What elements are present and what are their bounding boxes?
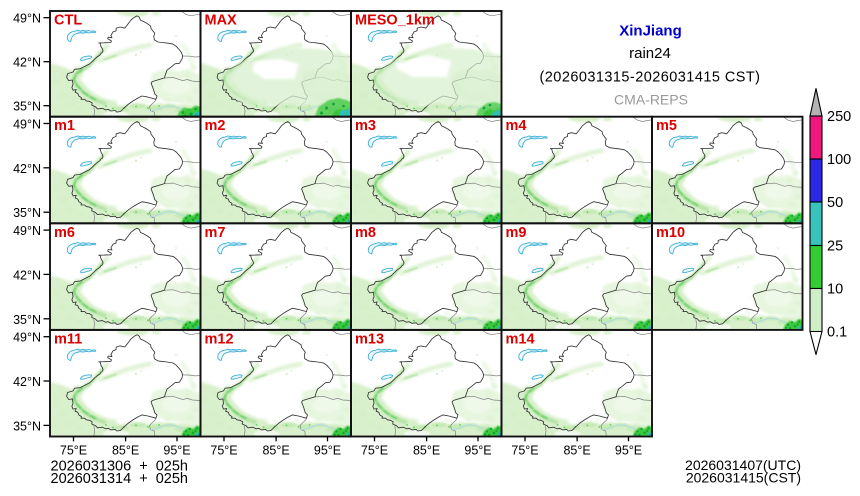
svg-text:(2026031315-2026031415 CST): (2026031315-2026031415 CST): [540, 70, 761, 86]
svg-text:42°N: 42°N: [13, 375, 41, 389]
svg-text:m4: m4: [506, 118, 527, 134]
svg-text:75°E: 75°E: [361, 443, 388, 457]
svg-text:49°N: 49°N: [13, 118, 41, 132]
svg-text:85°E: 85°E: [262, 443, 289, 457]
svg-text:m8: m8: [355, 225, 376, 241]
svg-text:10: 10: [827, 282, 843, 298]
svg-text:m12: m12: [205, 331, 234, 347]
svg-text:m1: m1: [54, 118, 75, 134]
svg-text:2026031314 + 025h: 2026031314 + 025h: [51, 471, 188, 487]
svg-text:m9: m9: [506, 225, 527, 241]
svg-text:75°E: 75°E: [60, 443, 87, 457]
svg-text:m5: m5: [656, 118, 677, 134]
svg-text:m7: m7: [205, 225, 226, 241]
svg-text:m14: m14: [506, 331, 535, 347]
svg-text:25: 25: [827, 239, 843, 255]
svg-text:42°N: 42°N: [13, 56, 41, 70]
svg-text:m6: m6: [54, 225, 75, 241]
svg-text:0.1: 0.1: [827, 325, 847, 341]
svg-text:250: 250: [827, 109, 851, 125]
svg-text:MESO_1km: MESO_1km: [355, 13, 435, 29]
svg-text:95°E: 95°E: [615, 443, 642, 457]
svg-text:42°N: 42°N: [13, 268, 41, 282]
svg-text:m10: m10: [656, 225, 685, 241]
svg-text:95°E: 95°E: [163, 443, 190, 457]
svg-text:35°N: 35°N: [13, 206, 41, 220]
svg-text:rain24: rain24: [629, 45, 671, 62]
svg-text:75°E: 75°E: [511, 443, 538, 457]
svg-text:m2: m2: [205, 118, 226, 134]
svg-text:49°N: 49°N: [13, 331, 41, 345]
svg-text:m13: m13: [355, 331, 384, 347]
svg-text:CTL: CTL: [54, 13, 82, 29]
svg-text:m11: m11: [54, 331, 82, 347]
svg-text:2026031415(CST): 2026031415(CST): [686, 469, 801, 485]
svg-text:35°N: 35°N: [13, 100, 41, 114]
svg-text:50: 50: [827, 195, 843, 211]
svg-text:35°N: 35°N: [13, 313, 41, 327]
svg-text:2026031407(UTC): 2026031407(UTC): [685, 457, 801, 473]
svg-text:35°N: 35°N: [13, 419, 41, 433]
svg-text:85°E: 85°E: [563, 443, 590, 457]
svg-text:49°N: 49°N: [13, 12, 41, 26]
svg-text:CMA-REPS: CMA-REPS: [614, 92, 688, 108]
svg-text:100: 100: [827, 152, 851, 168]
svg-text:m3: m3: [355, 118, 376, 134]
svg-text:49°N: 49°N: [13, 224, 41, 238]
svg-text:XinJiang: XinJiang: [619, 23, 682, 40]
svg-text:2026031306 + 025h: 2026031306 + 025h: [51, 459, 188, 475]
svg-text:42°N: 42°N: [13, 162, 41, 176]
svg-text:85°E: 85°E: [413, 443, 440, 457]
svg-text:95°E: 95°E: [314, 443, 341, 457]
svg-text:95°E: 95°E: [464, 443, 491, 457]
svg-text:MAX: MAX: [205, 13, 238, 29]
svg-text:85°E: 85°E: [112, 443, 139, 457]
svg-text:75°E: 75°E: [210, 443, 237, 457]
